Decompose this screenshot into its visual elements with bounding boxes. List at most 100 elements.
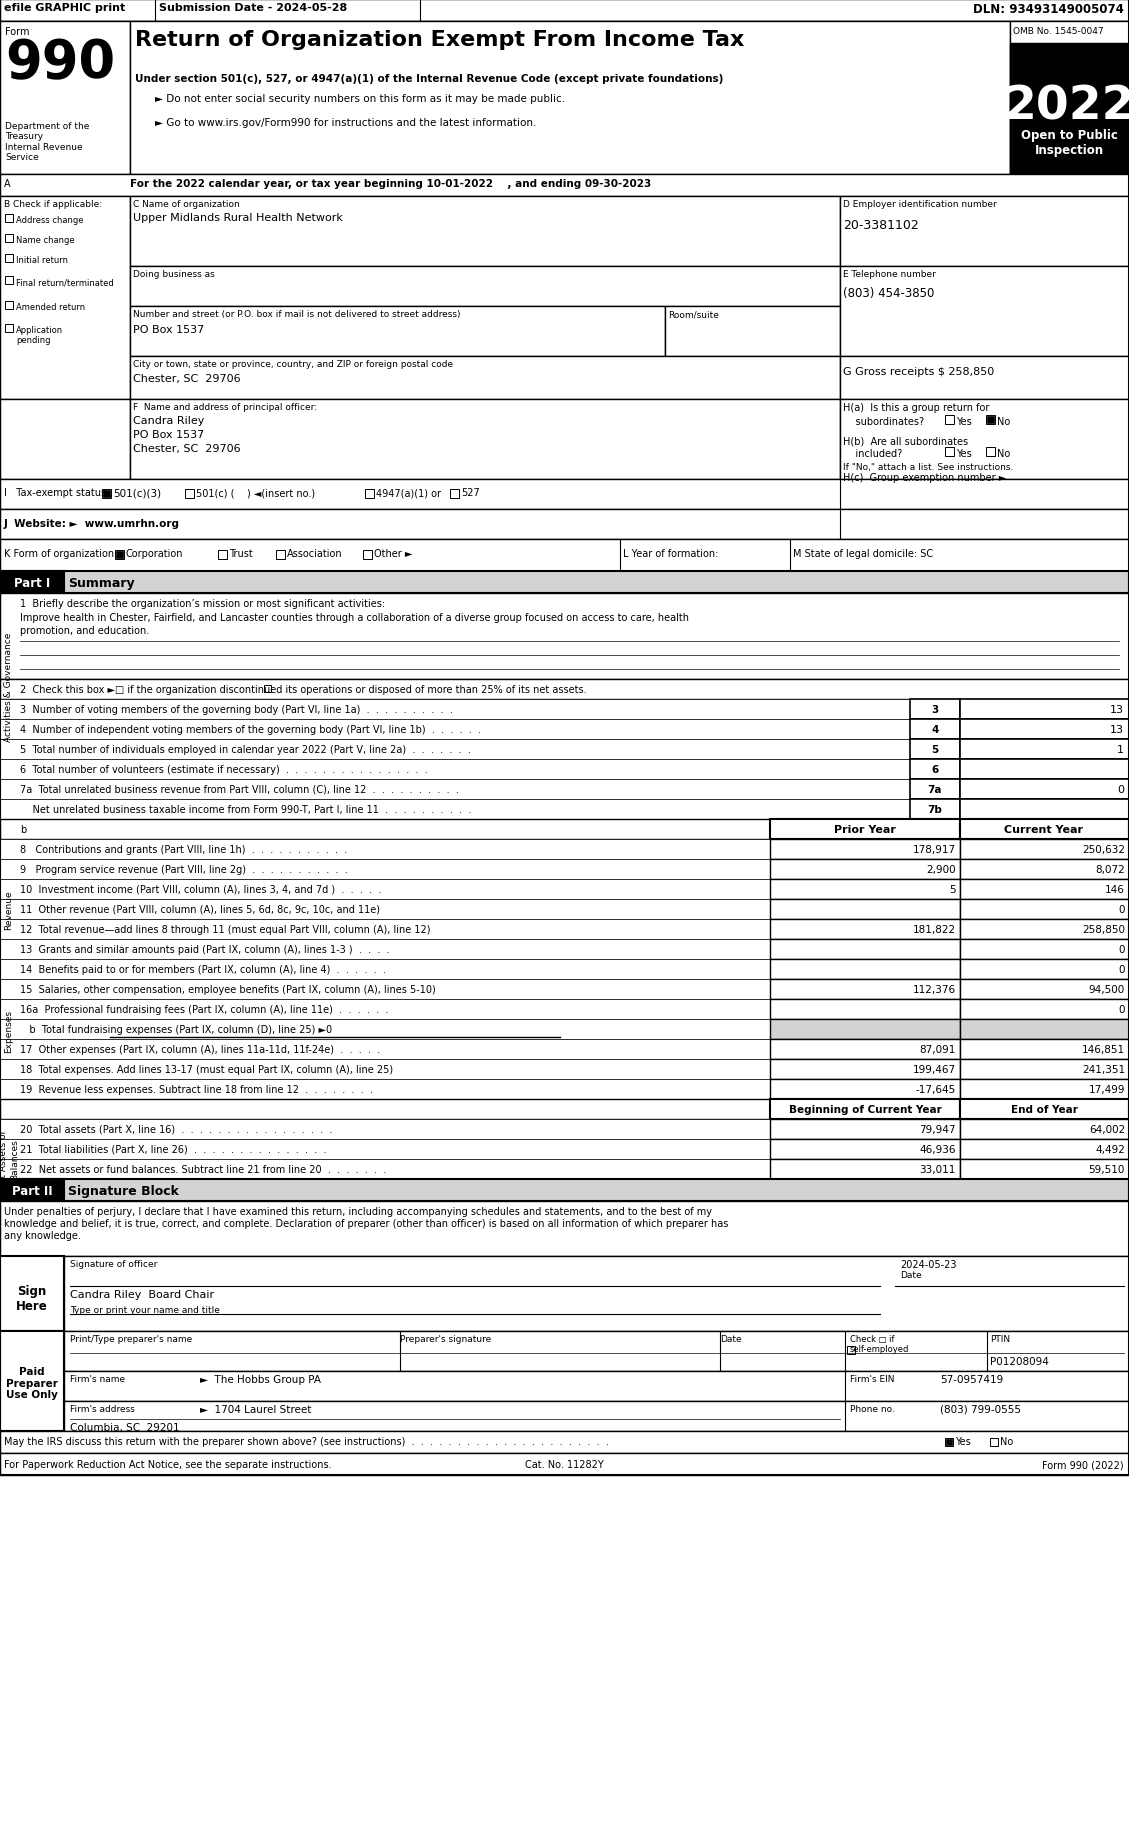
Bar — [770, 999, 960, 1019]
Bar — [115, 551, 124, 560]
Text: 16a  Professional fundraising fees (Part IX, column (A), line 11e)  .  .  .  .  : 16a Professional fundraising fees (Part … — [20, 1005, 388, 1014]
Text: C Name of organization: C Name of organization — [133, 199, 239, 209]
Bar — [770, 840, 960, 860]
Text: Print/Type preparer's name: Print/Type preparer's name — [70, 1334, 192, 1343]
Text: 21  Total liabilities (Part X, line 26)  .  .  .  .  .  .  .  .  .  .  .  .  .  : 21 Total liabilities (Part X, line 26) .… — [20, 1144, 326, 1155]
Text: 13: 13 — [1110, 705, 1124, 714]
Bar — [0, 979, 1129, 999]
Text: 199,467: 199,467 — [913, 1065, 956, 1074]
Text: promotion, and education.: promotion, and education. — [20, 626, 149, 635]
Bar — [960, 840, 1129, 860]
Bar — [840, 357, 1129, 399]
Bar — [910, 800, 960, 820]
Text: 14  Benefits paid to or for members (Part IX, column (A), line 4)  .  .  .  .  .: 14 Benefits paid to or for members (Part… — [20, 964, 386, 974]
Bar — [770, 1060, 960, 1080]
Text: 6: 6 — [931, 765, 938, 774]
Bar — [0, 679, 1129, 699]
Bar — [0, 840, 1129, 860]
Bar — [5, 276, 14, 285]
Bar — [0, 1179, 1129, 1200]
Bar — [0, 1257, 64, 1330]
Text: OMB No. 1545-0047: OMB No. 1545-0047 — [1013, 27, 1104, 37]
Text: H(b)  Are all subordinates: H(b) Are all subordinates — [843, 436, 969, 447]
Text: L Year of formation:: L Year of formation: — [623, 549, 718, 558]
Bar — [264, 686, 271, 692]
Bar — [960, 1160, 1129, 1179]
Text: J  Website: ►  www.umrhn.org: J Website: ► www.umrhn.org — [5, 518, 180, 529]
Bar — [0, 176, 1129, 198]
Text: M State of legal domicile: SC: M State of legal domicile: SC — [793, 549, 934, 558]
Text: Yes: Yes — [955, 1437, 971, 1446]
Text: Department of the
Treasury
Internal Revenue
Service: Department of the Treasury Internal Reve… — [5, 123, 89, 163]
Text: 11  Other revenue (Part VIII, column (A), lines 5, 6d, 8c, 9c, 10c, and 11e): 11 Other revenue (Part VIII, column (A),… — [20, 904, 380, 915]
Text: 9   Program service revenue (Part VIII, line 2g)  .  .  .  .  .  .  .  .  .  .  : 9 Program service revenue (Part VIII, li… — [20, 864, 348, 875]
Text: May the IRS discuss this return with the preparer shown above? (see instructions: May the IRS discuss this return with the… — [5, 1437, 609, 1446]
Bar — [0, 511, 1129, 540]
Bar — [960, 1060, 1129, 1080]
Bar — [0, 1060, 1129, 1080]
Text: 1: 1 — [1117, 745, 1124, 754]
Text: Upper Midlands Rural Health Network: Upper Midlands Rural Health Network — [133, 212, 343, 223]
Bar — [960, 699, 1129, 719]
Text: 146,851: 146,851 — [1082, 1045, 1124, 1054]
Text: ►  1704 Laurel Street: ► 1704 Laurel Street — [200, 1404, 312, 1415]
Text: Net unrelated business taxable income from Form 990-T, Part I, line 11  .  .  . : Net unrelated business taxable income fr… — [20, 805, 472, 814]
Bar — [0, 1100, 1129, 1120]
Bar — [840, 267, 1129, 357]
Bar — [910, 739, 960, 759]
Bar — [770, 880, 960, 900]
Bar — [770, 820, 960, 840]
Text: Final return/terminated: Final return/terminated — [16, 278, 114, 287]
Text: Address change: Address change — [16, 216, 84, 225]
Bar — [0, 1330, 64, 1431]
Bar — [960, 919, 1129, 939]
Bar — [185, 490, 194, 500]
Text: Part I: Part I — [14, 576, 50, 589]
Bar — [0, 719, 1129, 739]
Text: 250,632: 250,632 — [1082, 844, 1124, 855]
Text: 2  Check this box ►□ if the organization discontinued its operations or disposed: 2 Check this box ►□ if the organization … — [20, 684, 587, 695]
Text: For Paperwork Reduction Act Notice, see the separate instructions.: For Paperwork Reduction Act Notice, see … — [5, 1459, 332, 1469]
Text: b  Total fundraising expenses (Part IX, column (D), line 25) ►0: b Total fundraising expenses (Part IX, c… — [20, 1025, 332, 1034]
Text: Candra Riley: Candra Riley — [133, 415, 204, 426]
Bar — [64, 1330, 1129, 1371]
Text: 0: 0 — [1119, 904, 1124, 915]
Bar — [0, 1200, 1129, 1257]
Text: Beginning of Current Year: Beginning of Current Year — [789, 1103, 942, 1114]
Bar — [0, 1019, 1129, 1039]
Text: efile GRAPHIC print: efile GRAPHIC print — [5, 4, 125, 13]
Text: ► Do not enter social security numbers on this form as it may be made public.: ► Do not enter social security numbers o… — [155, 93, 566, 104]
Text: F  Name and address of principal officer:: F Name and address of principal officer: — [133, 403, 317, 412]
Text: Yes: Yes — [956, 448, 972, 459]
Text: Initial return: Initial return — [16, 256, 68, 265]
Bar — [450, 490, 460, 500]
Text: 17,499: 17,499 — [1088, 1085, 1124, 1094]
Text: Doing business as: Doing business as — [133, 269, 215, 278]
Bar — [275, 551, 285, 560]
Bar — [960, 999, 1129, 1019]
Bar — [0, 22, 130, 176]
Bar — [0, 860, 1129, 880]
Text: Firm's EIN: Firm's EIN — [850, 1374, 894, 1383]
Text: B Check if applicable:: B Check if applicable: — [5, 199, 102, 209]
Bar — [960, 759, 1129, 780]
Bar — [5, 254, 14, 264]
Text: A: A — [5, 179, 10, 188]
Bar — [960, 1039, 1129, 1060]
Text: 501(c)(3): 501(c)(3) — [113, 489, 161, 498]
Text: 20-3381102: 20-3381102 — [843, 220, 919, 232]
Bar — [130, 399, 840, 479]
Text: Phone no.: Phone no. — [850, 1404, 895, 1413]
Text: 6  Total number of volunteers (estimate if necessary)  .  .  .  .  .  .  .  .  .: 6 Total number of volunteers (estimate i… — [20, 765, 428, 774]
Text: Form: Form — [5, 27, 29, 37]
Text: No: No — [997, 448, 1010, 459]
Bar — [5, 214, 14, 223]
Bar — [0, 1120, 1129, 1140]
Bar — [960, 959, 1129, 979]
Text: Yes: Yes — [956, 417, 972, 426]
Text: 15  Salaries, other compensation, employee benefits (Part IX, column (A), lines : 15 Salaries, other compensation, employe… — [20, 985, 436, 994]
Text: Type or print your name and title: Type or print your name and title — [70, 1305, 220, 1314]
Bar — [0, 699, 1129, 719]
Text: 2022: 2022 — [1004, 84, 1129, 128]
Text: Firm's name: Firm's name — [70, 1374, 125, 1383]
